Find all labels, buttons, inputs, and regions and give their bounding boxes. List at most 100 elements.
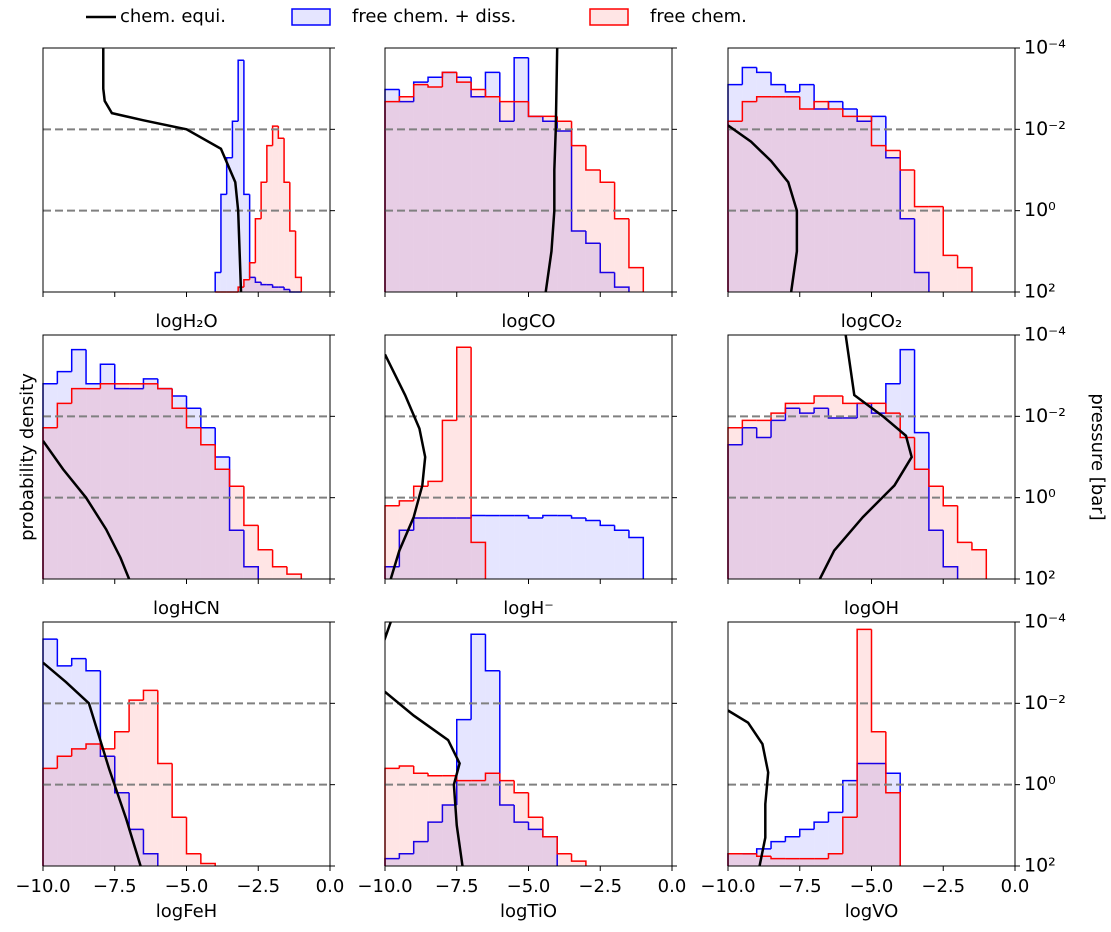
x-tick-label: −2.5 xyxy=(921,876,965,897)
histogram-bin xyxy=(814,109,829,292)
histogram-bin xyxy=(728,853,743,866)
histogram-step xyxy=(114,756,130,794)
histogram-bin xyxy=(799,109,815,292)
histogram-step xyxy=(784,402,800,414)
histogram-bin xyxy=(499,101,515,293)
legend-label: chem. equi. xyxy=(120,6,226,27)
histogram-step xyxy=(427,76,443,83)
histogram-bin xyxy=(100,383,115,579)
x-axis-label: logTiO xyxy=(500,901,557,922)
histogram-step xyxy=(289,182,296,232)
histogram-bin xyxy=(272,566,287,579)
histogram-bin xyxy=(485,773,500,866)
x-axis-label: logFeH xyxy=(156,901,217,922)
histogram-step xyxy=(260,282,267,286)
histogram-bin xyxy=(428,77,443,292)
histogram-step xyxy=(85,743,101,749)
histogram-step xyxy=(799,408,815,414)
histogram-step xyxy=(542,817,558,838)
histogram-step xyxy=(942,486,958,507)
histogram-bin xyxy=(289,231,296,292)
histogram-step xyxy=(427,480,443,487)
histogram-step xyxy=(942,206,958,257)
histogram-bin xyxy=(514,515,529,579)
histogram-bin xyxy=(871,731,886,866)
histogram-step xyxy=(200,408,216,429)
histogram-bin xyxy=(485,72,500,293)
histogram-bin xyxy=(471,89,486,292)
histogram-step xyxy=(142,378,158,389)
histogram-step xyxy=(928,432,944,531)
profile-line xyxy=(728,709,770,866)
histogram-step xyxy=(585,518,601,522)
histogram-step xyxy=(599,520,615,527)
histogram-bin xyxy=(385,505,400,579)
histogram-bin xyxy=(255,282,262,292)
profile-line xyxy=(102,48,243,292)
histogram-step xyxy=(427,84,443,88)
histogram-bin xyxy=(499,805,515,866)
histogram-step xyxy=(542,514,558,518)
histogram-bin xyxy=(143,690,158,866)
y2-tick-label: 10² xyxy=(1024,281,1056,303)
histogram-step xyxy=(827,811,843,823)
histogram-step xyxy=(427,821,443,842)
histogram-bin xyxy=(842,780,858,866)
histogram-step xyxy=(755,96,772,102)
y2-tick-label: 10⁻⁴ xyxy=(1024,324,1066,346)
histogram-bin xyxy=(200,863,216,866)
histogram-step xyxy=(842,101,858,110)
histogram-step xyxy=(556,116,572,122)
histogram-bin xyxy=(900,218,915,292)
histogram-bin xyxy=(220,194,227,292)
histogram-step xyxy=(243,530,259,579)
x-tick-label: −5.0 xyxy=(850,876,894,897)
histogram-step xyxy=(527,822,543,831)
histogram-step xyxy=(99,383,115,389)
histogram-bin xyxy=(385,101,400,293)
histogram-step xyxy=(856,109,872,122)
histogram-bin xyxy=(399,765,414,866)
histogram-step xyxy=(441,804,457,823)
histogram-step xyxy=(599,170,615,183)
histogram-step xyxy=(283,138,290,183)
histogram-bin xyxy=(785,408,800,579)
histogram-step xyxy=(570,130,586,232)
histogram-bin xyxy=(514,57,529,293)
histogram-step xyxy=(185,408,201,429)
histogram-bin xyxy=(442,518,457,579)
histogram-step xyxy=(870,116,886,147)
histogram-step xyxy=(628,530,645,579)
histogram-bin xyxy=(399,96,414,292)
histogram-bin xyxy=(756,437,772,579)
x-tick-label: −7.5 xyxy=(435,876,479,897)
histogram-bin xyxy=(295,277,302,292)
histogram-bin xyxy=(238,60,244,293)
histogram-step xyxy=(527,101,543,118)
histogram-step xyxy=(942,530,959,579)
histogram-step xyxy=(755,67,772,74)
histogram-bin xyxy=(261,182,267,292)
histogram-bin xyxy=(528,116,543,292)
histogram-bin xyxy=(771,413,786,579)
histogram-bin xyxy=(542,515,558,579)
histogram-step xyxy=(157,378,173,390)
histogram-step xyxy=(613,272,630,292)
histogram-bin xyxy=(857,116,872,292)
histogram-bin xyxy=(413,773,429,866)
histogram-step xyxy=(260,181,267,219)
histogram-step xyxy=(599,243,615,274)
histogram-bin xyxy=(600,525,615,579)
histogram-bin xyxy=(57,371,72,579)
y2-tick-label: 10⁻² xyxy=(1024,118,1066,140)
histogram-bin xyxy=(442,72,457,293)
histogram-step xyxy=(99,744,115,750)
histogram-bin xyxy=(284,289,290,292)
x-axis-label: logH⁻ xyxy=(503,598,553,619)
histogram-step xyxy=(484,89,500,98)
histogram-step xyxy=(214,427,230,458)
histogram-step xyxy=(56,755,72,769)
histogram-step xyxy=(484,71,500,97)
histogram-bin xyxy=(971,549,987,579)
histogram-step xyxy=(956,505,972,544)
